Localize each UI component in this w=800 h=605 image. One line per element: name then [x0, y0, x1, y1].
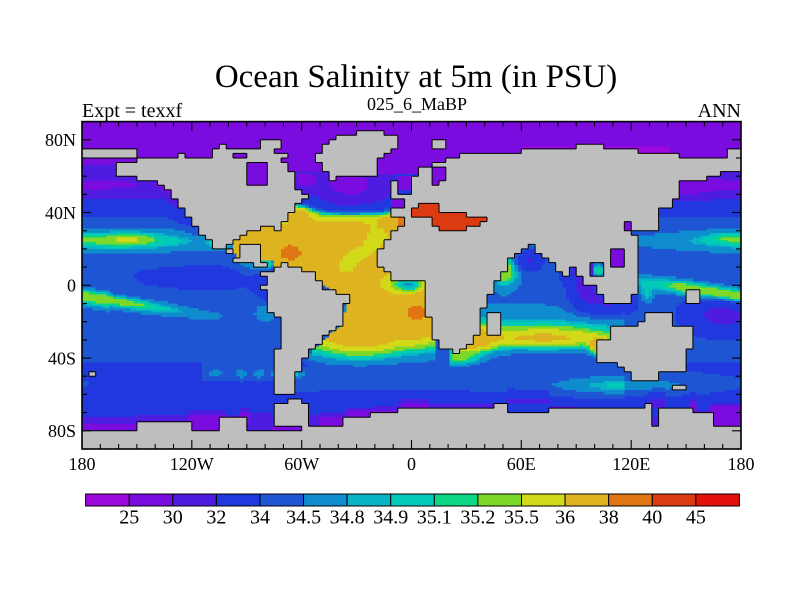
svg-text:0: 0	[67, 276, 76, 296]
svg-text:025_6_MaBP: 025_6_MaBP	[367, 94, 467, 114]
svg-text:25: 25	[119, 507, 139, 529]
svg-text:80N: 80N	[45, 130, 76, 150]
svg-text:Expt = texxf: Expt = texxf	[82, 100, 182, 122]
svg-text:35.1: 35.1	[417, 507, 452, 529]
svg-text:34: 34	[250, 507, 270, 529]
svg-text:34.8: 34.8	[330, 507, 365, 529]
svg-text:80S: 80S	[48, 421, 76, 441]
svg-text:40S: 40S	[48, 348, 76, 368]
svg-text:180: 180	[69, 454, 96, 474]
svg-text:36: 36	[555, 507, 575, 529]
svg-text:40: 40	[642, 507, 662, 529]
svg-text:120E: 120E	[612, 454, 650, 474]
svg-text:120W: 120W	[170, 454, 214, 474]
svg-text:ANN: ANN	[698, 100, 741, 122]
svg-text:40N: 40N	[45, 203, 76, 223]
svg-text:38: 38	[599, 507, 619, 529]
svg-text:0: 0	[407, 454, 416, 474]
svg-text:30: 30	[163, 507, 183, 529]
svg-text:35.5: 35.5	[504, 507, 539, 529]
svg-text:Ocean Salinity at 5m (in PSU): Ocean Salinity at 5m (in PSU)	[215, 59, 617, 95]
svg-text:45: 45	[686, 507, 706, 529]
svg-text:60E: 60E	[507, 454, 536, 474]
svg-text:35.2: 35.2	[460, 507, 495, 529]
svg-text:34.9: 34.9	[373, 507, 408, 529]
svg-text:34.5: 34.5	[286, 507, 321, 529]
svg-text:32: 32	[206, 507, 226, 529]
svg-text:60W: 60W	[284, 454, 319, 474]
svg-text:180: 180	[728, 454, 755, 474]
